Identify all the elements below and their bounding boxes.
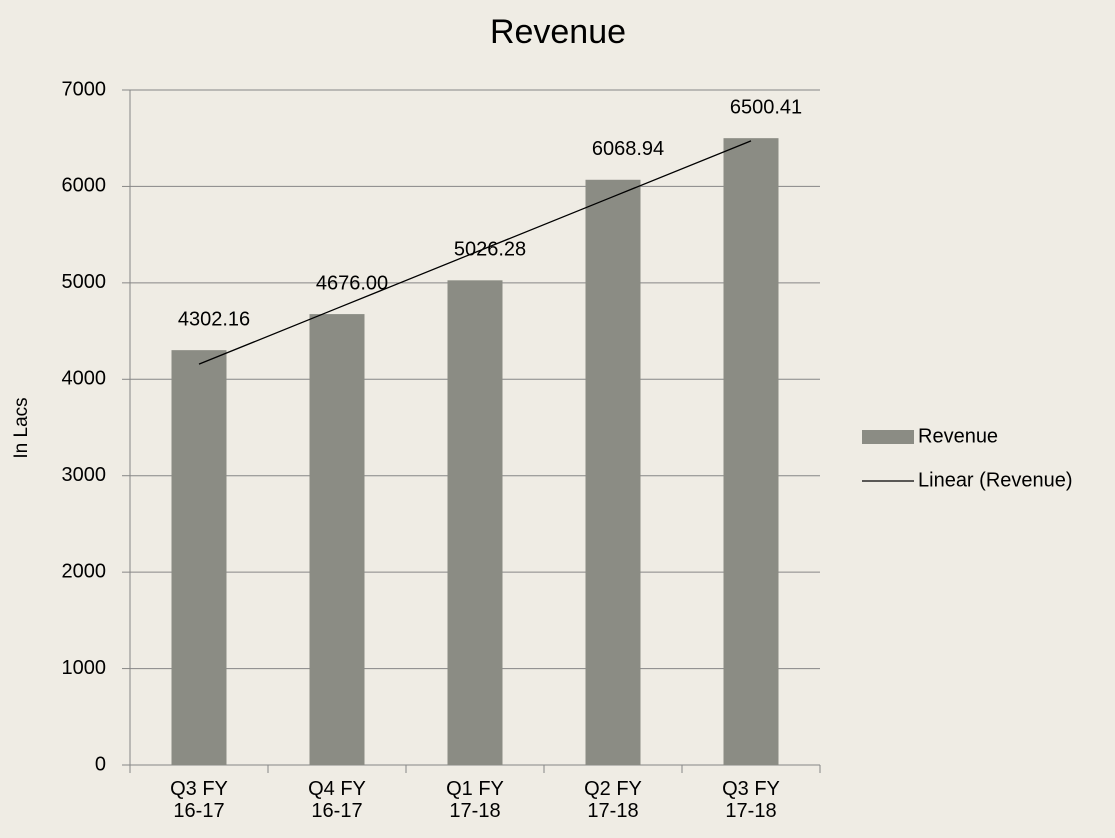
x-tick-label: Q3 FY 16-17 <box>170 778 228 822</box>
y-tick-label: 6000 <box>62 175 107 197</box>
legend-label: Revenue <box>918 425 998 447</box>
bar <box>171 350 227 765</box>
legend-label: Linear (Revenue) <box>918 469 1073 491</box>
x-tick-label: Q3 FY 17-18 <box>722 778 780 822</box>
x-tick-label: Q4 FY 16-17 <box>308 778 366 822</box>
data-label: 4676.00 <box>316 272 388 294</box>
bar <box>585 179 641 766</box>
data-label: 4302.16 <box>178 308 250 330</box>
y-tick-label: 4000 <box>62 368 107 390</box>
chart-title: Revenue <box>490 13 626 51</box>
legend-swatch <box>862 430 914 444</box>
bar <box>723 138 779 765</box>
trend-line <box>198 140 752 365</box>
y-tick-label: 1000 <box>62 657 107 679</box>
y-tick-label: 3000 <box>62 464 107 486</box>
y-tick-label: 7000 <box>62 78 107 100</box>
x-tick-label: Q1 FY 17-18 <box>446 778 504 822</box>
x-tick-label: Q2 FY 17-18 <box>584 778 642 822</box>
y-axis-label: In Lacs <box>11 397 32 458</box>
bar <box>309 314 365 765</box>
y-tick-label: 5000 <box>62 271 107 293</box>
data-label: 5026.28 <box>454 239 526 261</box>
data-label: 6068.94 <box>592 138 664 160</box>
bar <box>447 280 503 765</box>
data-label: 6500.41 <box>730 96 802 118</box>
y-tick-label: 0 <box>95 753 106 775</box>
y-tick-label: 2000 <box>62 560 107 582</box>
